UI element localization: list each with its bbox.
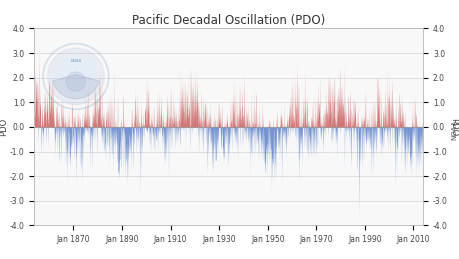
Text: NOAA: NOAA: [451, 119, 457, 140]
Wedge shape: [52, 75, 99, 99]
Circle shape: [57, 57, 95, 95]
Y-axis label: PDO: PDO: [0, 118, 9, 136]
Text: NOAA: NOAA: [70, 59, 81, 63]
Circle shape: [66, 72, 85, 91]
Title: Pacific Decadal Oscillation (PDO): Pacific Decadal Oscillation (PDO): [132, 14, 325, 27]
Y-axis label: PDO: PDO: [448, 118, 457, 136]
Circle shape: [48, 48, 104, 105]
